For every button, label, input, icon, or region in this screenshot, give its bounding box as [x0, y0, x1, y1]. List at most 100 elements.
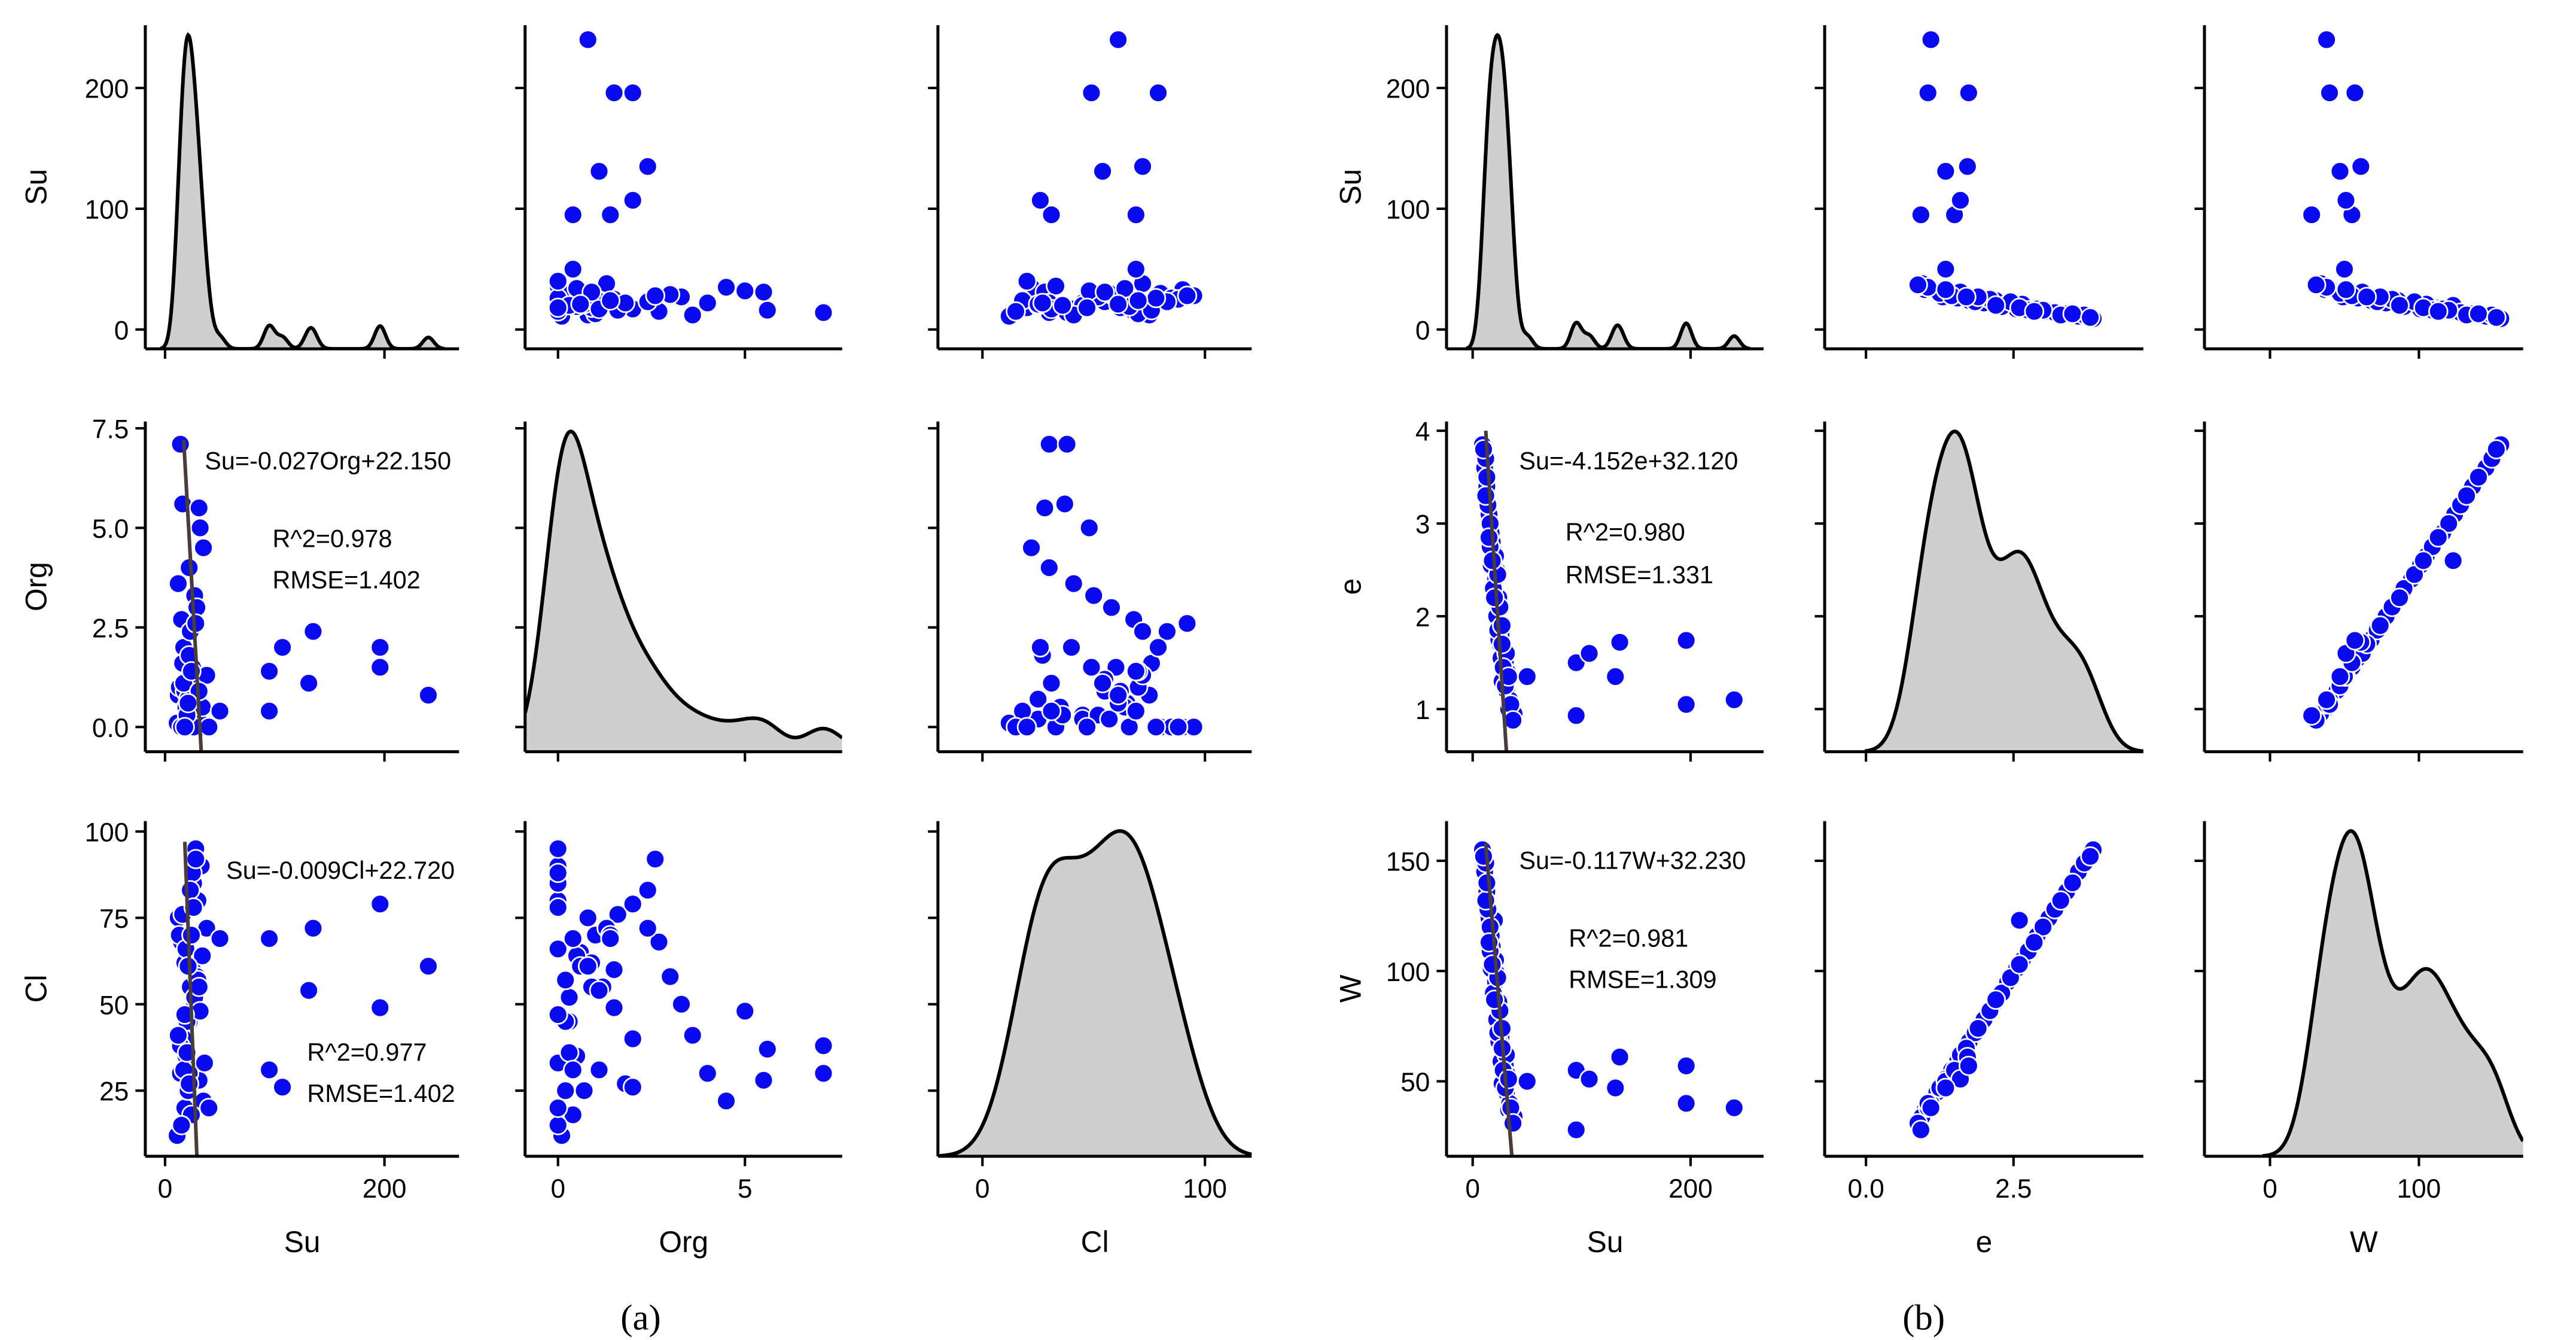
- y-tick-label: 100: [85, 196, 129, 225]
- data-point: [1132, 621, 1153, 642]
- pairplot-a: 0 100 200 Su Su=-0.027Org+22.150 R^2=0.978 RMS…: [19, 25, 1252, 1338]
- data-point: [2316, 689, 2337, 710]
- subplot-Su-vs-Su: 0 100 200 Su: [1333, 25, 1764, 359]
- x-tick-label: 100: [1183, 1174, 1227, 1204]
- regression-line: [182, 440, 203, 752]
- y-tick-label: 25: [99, 1077, 129, 1107]
- kde-line-e: [1864, 430, 2143, 752]
- data-point: [1473, 846, 1494, 867]
- subplot-e-vs-Su: Su=-4.152e+32.120 R^2=0.980 RMSE=1.331 1 2 3 4…: [1333, 418, 1764, 762]
- data-point: [1473, 439, 1494, 459]
- subplot-Su-vs-Su: 0 100 200 Su: [19, 25, 459, 359]
- data-point: [1911, 1119, 1931, 1140]
- data-point: [1566, 1119, 1587, 1140]
- subplot-Org-vs-Cl: [928, 421, 1252, 762]
- data-point: [2370, 615, 2391, 636]
- data-point: [1579, 643, 1600, 664]
- data-point: [2404, 564, 2425, 585]
- x-tick-label: 0: [1465, 1174, 1480, 1204]
- plot-area: [167, 434, 439, 752]
- data-point: [1108, 294, 1128, 315]
- data-point: [682, 304, 703, 325]
- data-point: [2356, 287, 2377, 307]
- data-point: [570, 294, 591, 315]
- data-point: [1920, 1097, 1941, 1118]
- data-point: [1041, 205, 1062, 225]
- data-point: [1935, 259, 1956, 279]
- data-point: [259, 928, 279, 949]
- x-tick-label: 5: [738, 1174, 753, 1204]
- subplot-Su-vs-Cl: [928, 25, 1252, 359]
- data-point: [1126, 661, 1146, 681]
- data-point: [1517, 666, 1537, 687]
- data-point: [547, 297, 568, 318]
- data-point: [577, 956, 598, 977]
- data-point: [171, 1115, 192, 1135]
- data-point: [1492, 615, 1512, 636]
- data-point: [1605, 666, 1626, 687]
- plot-area: [1472, 839, 1744, 1156]
- data-point: [1046, 276, 1066, 296]
- kde-fill-Cl: [937, 831, 1252, 1156]
- data-point: [1030, 637, 1051, 657]
- data-point: [1126, 701, 1146, 721]
- data-point: [562, 205, 583, 225]
- data-point: [175, 717, 195, 738]
- data-point: [660, 966, 681, 987]
- y-tick-label: 3: [1415, 510, 1430, 540]
- y-axis-label: e: [1333, 578, 1367, 595]
- data-point: [1126, 205, 1146, 225]
- regression-equation: Su=-0.009Cl+22.720: [226, 857, 455, 884]
- data-point: [604, 83, 625, 103]
- subplot-Su-vs-W: [2194, 25, 2523, 359]
- data-point: [2428, 301, 2449, 322]
- data-point: [170, 434, 191, 455]
- data-point: [2024, 932, 2045, 953]
- data-point: [1092, 673, 1113, 693]
- data-point: [1986, 989, 2006, 1010]
- data-point: [735, 1001, 756, 1022]
- data-point: [555, 970, 576, 991]
- data-point: [1041, 673, 1062, 693]
- plot-area: [160, 32, 445, 349]
- data-point: [622, 1077, 643, 1098]
- data-point: [1908, 275, 1928, 295]
- data-point: [190, 517, 211, 538]
- x-tick-label: 0: [158, 1174, 173, 1204]
- data-point: [209, 701, 230, 721]
- subplot-Org-vs-Su: Su=-0.027Org+22.150 R^2=0.978 RMSE=1.402 0.…: [19, 415, 459, 762]
- data-point: [671, 994, 692, 1015]
- data-point: [1920, 29, 1941, 50]
- data-point: [562, 1059, 583, 1080]
- subfigure-caption: (b): [1902, 1298, 1945, 1338]
- data-point: [1475, 485, 1496, 506]
- data-point: [555, 1080, 576, 1101]
- data-point: [637, 918, 658, 939]
- data-point: [2050, 890, 2071, 911]
- data-point: [418, 956, 439, 977]
- data-point: [2468, 303, 2489, 324]
- data-point: [1935, 279, 1956, 300]
- data-point: [2336, 190, 2356, 211]
- data-point: [1032, 293, 1053, 313]
- data-point: [1482, 954, 1503, 975]
- y-tick-label: 0.0: [92, 714, 129, 743]
- data-point: [637, 156, 658, 177]
- data-point: [193, 537, 214, 558]
- y-tick-label: 150: [1386, 847, 1430, 876]
- data-point: [574, 1080, 595, 1101]
- data-point: [2428, 527, 2449, 548]
- plot-area: [2301, 434, 2511, 730]
- data-point: [622, 894, 643, 915]
- data-point: [682, 1025, 703, 1046]
- data-point: [1968, 1018, 1989, 1038]
- data-point: [1958, 83, 1979, 103]
- data-point: [1034, 498, 1055, 518]
- data-point: [2330, 161, 2350, 182]
- x-axis-label: Org: [659, 1225, 708, 1259]
- kde-line-Org: [525, 430, 842, 739]
- data-point: [1177, 613, 1198, 634]
- data-point: [2301, 205, 2322, 225]
- data-point: [1479, 527, 1499, 548]
- y-tick-label: 75: [99, 904, 129, 934]
